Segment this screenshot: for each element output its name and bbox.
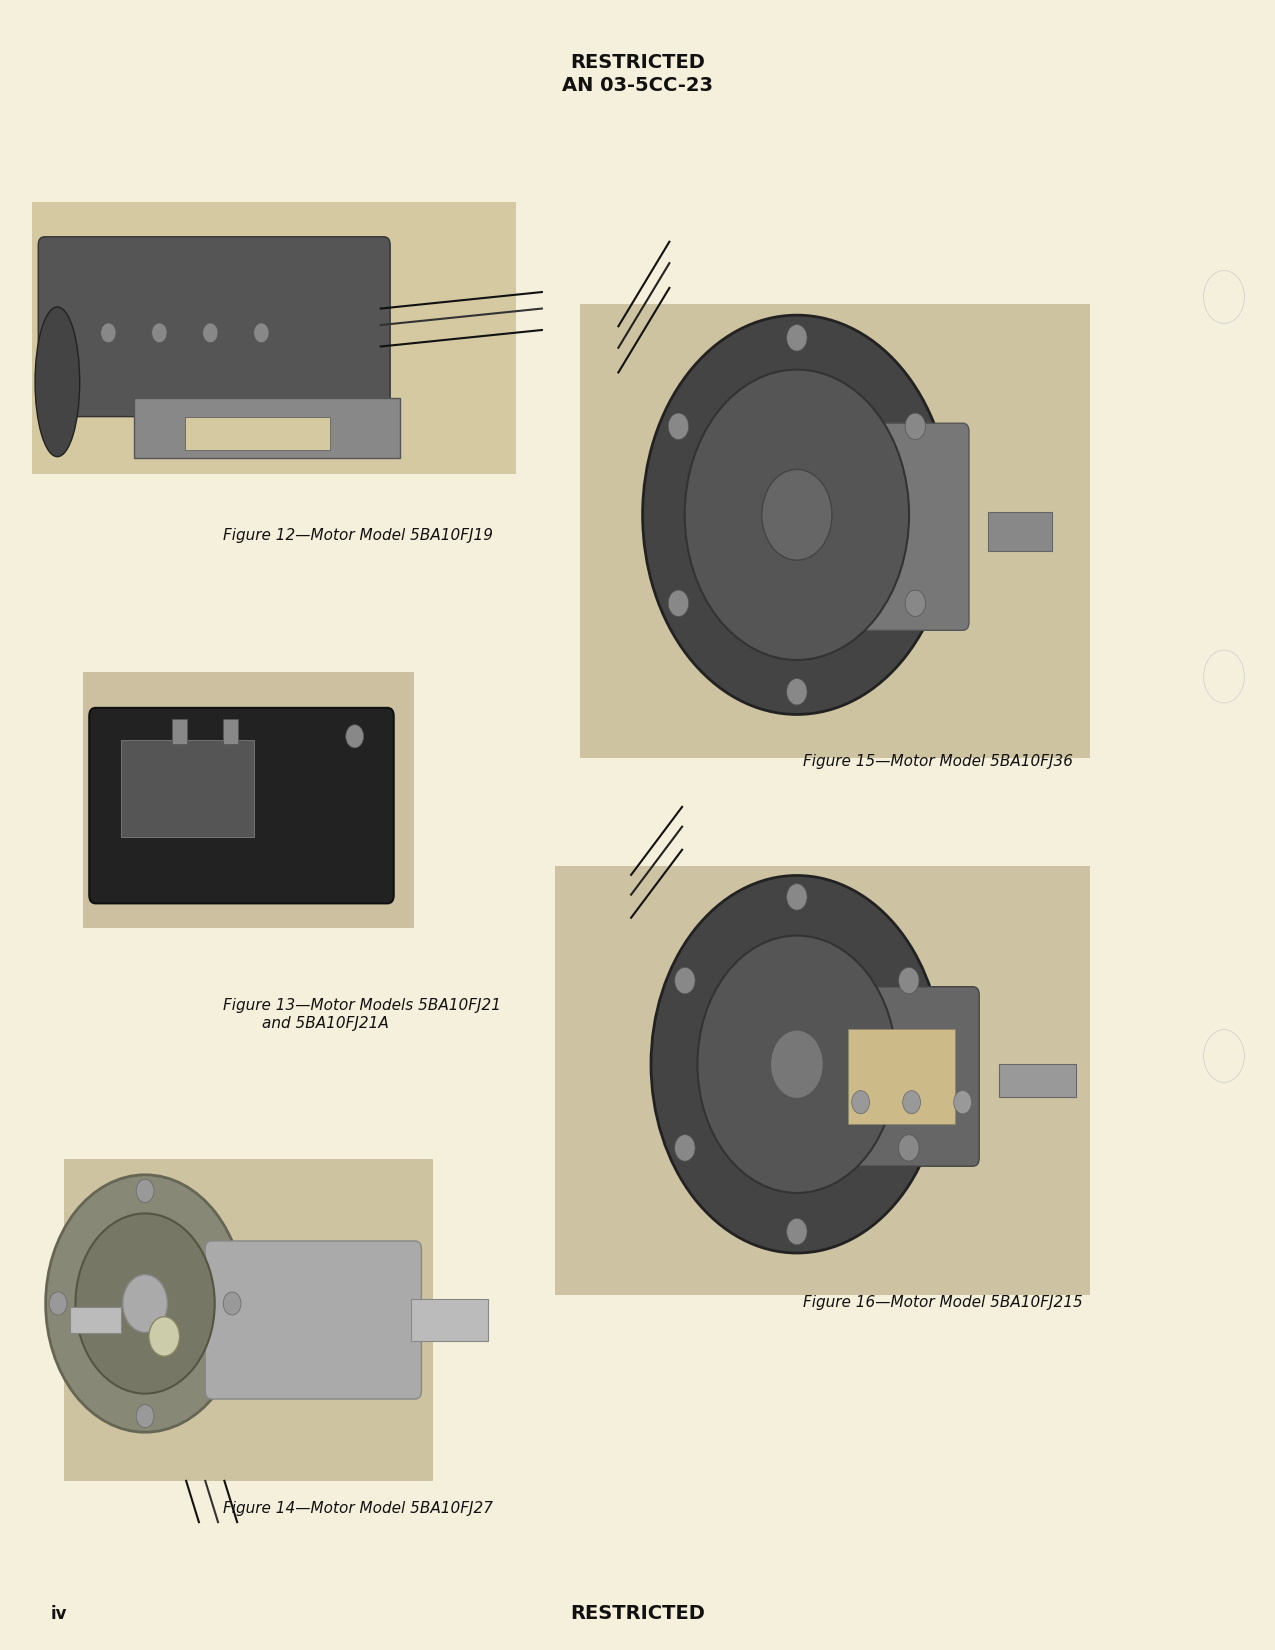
Circle shape: [1204, 271, 1244, 323]
Circle shape: [668, 591, 688, 617]
FancyBboxPatch shape: [555, 866, 1090, 1295]
FancyBboxPatch shape: [752, 987, 979, 1167]
Circle shape: [643, 315, 951, 714]
Circle shape: [652, 876, 942, 1252]
Text: AN 03-5CC-23: AN 03-5CC-23: [562, 76, 713, 96]
Text: Figure 13—Motor Models 5BA10FJ21
        and 5BA10FJ21A: Figure 13—Motor Models 5BA10FJ21 and 5BA…: [223, 998, 501, 1031]
Circle shape: [954, 1091, 972, 1114]
FancyBboxPatch shape: [70, 1307, 121, 1333]
Text: Figure 16—Motor Model 5BA10FJ215: Figure 16—Motor Model 5BA10FJ215: [803, 1295, 1082, 1310]
Circle shape: [223, 1292, 241, 1315]
Text: RESTRICTED: RESTRICTED: [570, 1604, 705, 1624]
Circle shape: [1204, 650, 1244, 703]
FancyBboxPatch shape: [185, 417, 330, 449]
Circle shape: [149, 1317, 180, 1356]
FancyBboxPatch shape: [412, 1299, 488, 1341]
Circle shape: [905, 412, 926, 439]
FancyBboxPatch shape: [32, 203, 516, 475]
Circle shape: [697, 936, 896, 1193]
Text: Figure 15—Motor Model 5BA10FJ36: Figure 15—Motor Model 5BA10FJ36: [803, 754, 1074, 769]
Circle shape: [75, 1213, 214, 1394]
FancyBboxPatch shape: [580, 304, 1090, 759]
Circle shape: [136, 1180, 154, 1203]
FancyBboxPatch shape: [223, 719, 238, 744]
Circle shape: [899, 967, 919, 993]
Text: RESTRICTED: RESTRICTED: [570, 53, 705, 73]
FancyBboxPatch shape: [89, 708, 394, 904]
FancyBboxPatch shape: [1000, 1064, 1076, 1097]
FancyBboxPatch shape: [778, 422, 969, 630]
FancyBboxPatch shape: [83, 673, 414, 927]
Circle shape: [685, 370, 909, 660]
Text: iv: iv: [51, 1605, 68, 1622]
Circle shape: [674, 967, 695, 993]
Circle shape: [101, 323, 116, 343]
Circle shape: [787, 678, 807, 705]
Circle shape: [899, 1135, 919, 1162]
Circle shape: [122, 1274, 167, 1333]
FancyBboxPatch shape: [848, 1030, 955, 1124]
Text: Figure 14—Motor Model 5BA10FJ27: Figure 14—Motor Model 5BA10FJ27: [223, 1502, 493, 1516]
Circle shape: [674, 1135, 695, 1162]
Circle shape: [903, 1091, 921, 1114]
Text: Figure 12—Motor Model 5BA10FJ19: Figure 12—Motor Model 5BA10FJ19: [223, 528, 493, 543]
Circle shape: [254, 323, 269, 343]
Circle shape: [152, 323, 167, 343]
Circle shape: [787, 325, 807, 351]
Circle shape: [50, 1292, 68, 1315]
FancyBboxPatch shape: [205, 1241, 421, 1399]
Circle shape: [787, 1218, 807, 1244]
FancyBboxPatch shape: [64, 1158, 434, 1482]
FancyBboxPatch shape: [988, 512, 1052, 551]
Circle shape: [46, 1175, 245, 1432]
Circle shape: [1204, 1030, 1244, 1082]
Ellipse shape: [36, 307, 79, 457]
FancyBboxPatch shape: [172, 719, 187, 744]
Circle shape: [761, 469, 831, 561]
Circle shape: [668, 412, 688, 439]
Circle shape: [787, 884, 807, 911]
Circle shape: [905, 591, 926, 617]
Circle shape: [346, 724, 363, 747]
Circle shape: [203, 323, 218, 343]
FancyBboxPatch shape: [121, 741, 254, 838]
Circle shape: [136, 1404, 154, 1427]
FancyBboxPatch shape: [38, 236, 390, 416]
Circle shape: [770, 1030, 824, 1099]
FancyBboxPatch shape: [134, 398, 400, 457]
Circle shape: [852, 1091, 870, 1114]
